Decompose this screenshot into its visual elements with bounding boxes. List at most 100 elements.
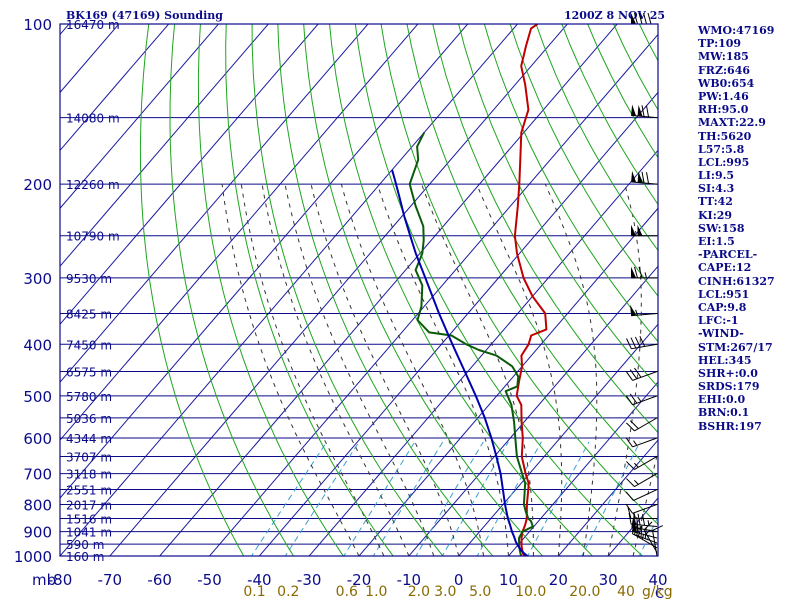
mixing-ratio-line <box>581 441 641 556</box>
mixing-ratio-label: 40 <box>617 584 635 600</box>
wind-barb-half-flag <box>633 440 638 446</box>
isotherm-line <box>60 24 419 441</box>
height-label: 12260 m <box>66 178 120 192</box>
wind-barb-flag <box>625 503 633 514</box>
wind-barb-flag <box>629 420 639 429</box>
height-label: 3118 m <box>66 468 112 482</box>
moist-adiabat-line <box>544 183 598 556</box>
wind-barb-flag <box>643 12 647 25</box>
isotherm-line <box>60 24 319 325</box>
stability-index: SRDS:179 <box>698 380 760 394</box>
mixing-ratio-label: 2.0 <box>408 584 430 600</box>
wind-barb-flag <box>639 335 646 347</box>
isotherm-line <box>159 24 618 556</box>
wind-barb <box>625 393 658 406</box>
isotherm-line <box>258 91 658 556</box>
moist-adiabat-line <box>421 183 534 556</box>
temperature-tick-label: -60 <box>147 571 172 589</box>
pressure-tick-label: 300 <box>23 270 52 288</box>
stability-index: TP:109 <box>698 37 742 51</box>
mixing-ratio-unit-label: g/kg <box>642 584 673 600</box>
mixing-ratio-label: 1.0 <box>365 584 387 600</box>
wind-barb-pennant <box>631 170 637 183</box>
wind-barb-half-flag <box>644 272 647 278</box>
wind-barb-flag <box>626 478 635 487</box>
wind-barb-pennant <box>631 266 636 278</box>
wind-barb-flag <box>625 395 633 406</box>
stability-index: FRZ:646 <box>698 63 751 77</box>
dry-adiabat-line <box>509 24 658 297</box>
wind-barb <box>625 367 658 381</box>
wind-barb-staff <box>632 503 658 514</box>
wind-barb-flag <box>626 461 635 470</box>
wind-barb <box>625 437 658 448</box>
isotherm-line <box>60 24 469 499</box>
pressure-tick-labels: 100 200 300 400 500 600 700 800 900 1000 mb <box>14 16 56 589</box>
stability-index: -WIND- <box>698 327 744 341</box>
height-label: 590 m <box>66 538 104 552</box>
stability-index: CINH:61327 <box>698 274 775 288</box>
height-label: 160 m <box>66 550 104 564</box>
wind-barb-flag <box>637 525 642 538</box>
mixing-ratio-line <box>441 441 509 556</box>
stability-index: HEL:345 <box>698 353 752 367</box>
temperature-tick-label: 30 <box>599 571 618 589</box>
height-label: 9530 m <box>66 272 112 286</box>
mixing-ratio-label: 0.6 <box>336 584 358 600</box>
height-label: 16470 m <box>66 18 120 32</box>
dry-adiabat-line <box>277 24 494 556</box>
isotherm-line <box>208 33 658 556</box>
stability-index: STM:267/17 <box>698 340 773 354</box>
stability-index: L57:5.8 <box>698 142 745 156</box>
pressure-tick-label: 400 <box>23 336 52 354</box>
wind-barb <box>625 503 658 514</box>
wind-barb <box>625 489 658 501</box>
pressure-tick-label: 200 <box>23 176 52 194</box>
wind-barb <box>631 170 658 185</box>
moist-adiabat-line <box>607 183 642 556</box>
stability-index: LI:9.5 <box>698 169 735 183</box>
wind-barb <box>631 224 657 237</box>
wind-barb-pennant <box>637 224 643 236</box>
sounding-traces <box>391 24 548 556</box>
isotherm-line <box>358 207 658 556</box>
parcel-trace <box>391 169 529 556</box>
mixing-ratio-line <box>343 441 416 556</box>
wind-barb-half-flag <box>647 520 650 526</box>
stability-index: CAPE:12 <box>698 261 752 275</box>
pressure-tick-label: 100 <box>23 16 52 34</box>
wind-barb-flag <box>640 525 643 538</box>
stability-index: BSHR:197 <box>698 419 762 433</box>
wind-barb-flag <box>634 266 638 278</box>
height-label: 6575 m <box>66 366 112 380</box>
dry-adiabat-line <box>169 24 295 556</box>
dry-adiabat-line <box>483 24 658 343</box>
dry-adiabat-line <box>406 24 658 479</box>
isotherm-line <box>60 24 170 152</box>
stability-indices-list: WMO:47169 TP:109 MW:185 FRZ:646 WB0:654 PW:1.… <box>698 24 775 433</box>
wind-barb-half-flag <box>633 512 636 519</box>
height-label: 2017 m <box>66 498 112 512</box>
dry-adiabat-line <box>329 24 594 556</box>
wind-barb-pennant <box>630 304 637 316</box>
temperature-tick-label: -50 <box>197 571 222 589</box>
pressure-tick-label: 800 <box>23 496 52 514</box>
stability-index: -PARCEL- <box>698 248 758 262</box>
wind-barb-flag <box>629 393 638 404</box>
isotherm-line <box>507 381 658 556</box>
temperature-tick-label: -10 <box>397 571 422 589</box>
dry-adiabat-line <box>139 24 245 556</box>
mixing-ratio-line <box>284 441 360 556</box>
mixing-ratio-line <box>527 441 590 556</box>
wind-barb-half-flag <box>633 479 639 485</box>
pressure-tick-label: 500 <box>23 388 52 406</box>
height-label: 1516 m <box>66 512 112 526</box>
stability-index: WMO:47169 <box>698 24 775 37</box>
pressure-tick-label: 1000 <box>14 548 52 566</box>
mixing-ratio-label: 0.1 <box>243 584 265 600</box>
stability-index: EHI:0.0 <box>698 393 746 407</box>
wind-barb-half-flag <box>635 309 639 316</box>
moist-adiabat-line <box>377 183 509 556</box>
dry-adiabat-line <box>225 24 394 556</box>
